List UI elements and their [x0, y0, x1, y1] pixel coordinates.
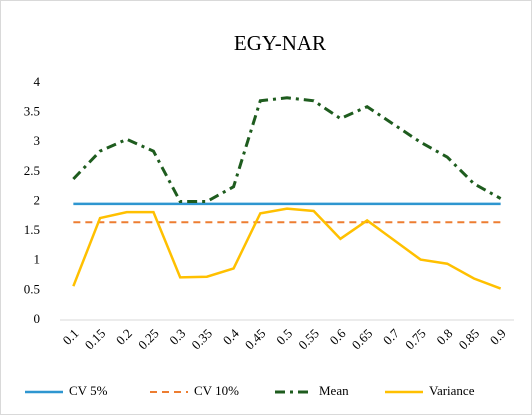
y-tick-label: 0	[34, 311, 41, 326]
series-line	[72, 96, 502, 203]
y-tick-label: 2.5	[24, 163, 40, 178]
legend-label: CV 10%	[194, 383, 239, 398]
y-tick-label: 0.5	[24, 281, 40, 296]
y-tick-label: 3.5	[24, 104, 40, 119]
y-tick-label: 2	[34, 192, 41, 207]
legend-label: Mean	[319, 383, 349, 398]
legend-label: CV 5%	[69, 383, 108, 398]
y-tick-label: 3	[34, 133, 41, 148]
series-line	[72, 207, 502, 290]
y-tick-label: 1.5	[24, 222, 40, 237]
y-tick-label: 1	[34, 252, 41, 267]
legend-label: Variance	[429, 383, 475, 398]
y-tick-label: 4	[34, 74, 41, 89]
chart-title: EGY-NAR	[234, 31, 326, 55]
